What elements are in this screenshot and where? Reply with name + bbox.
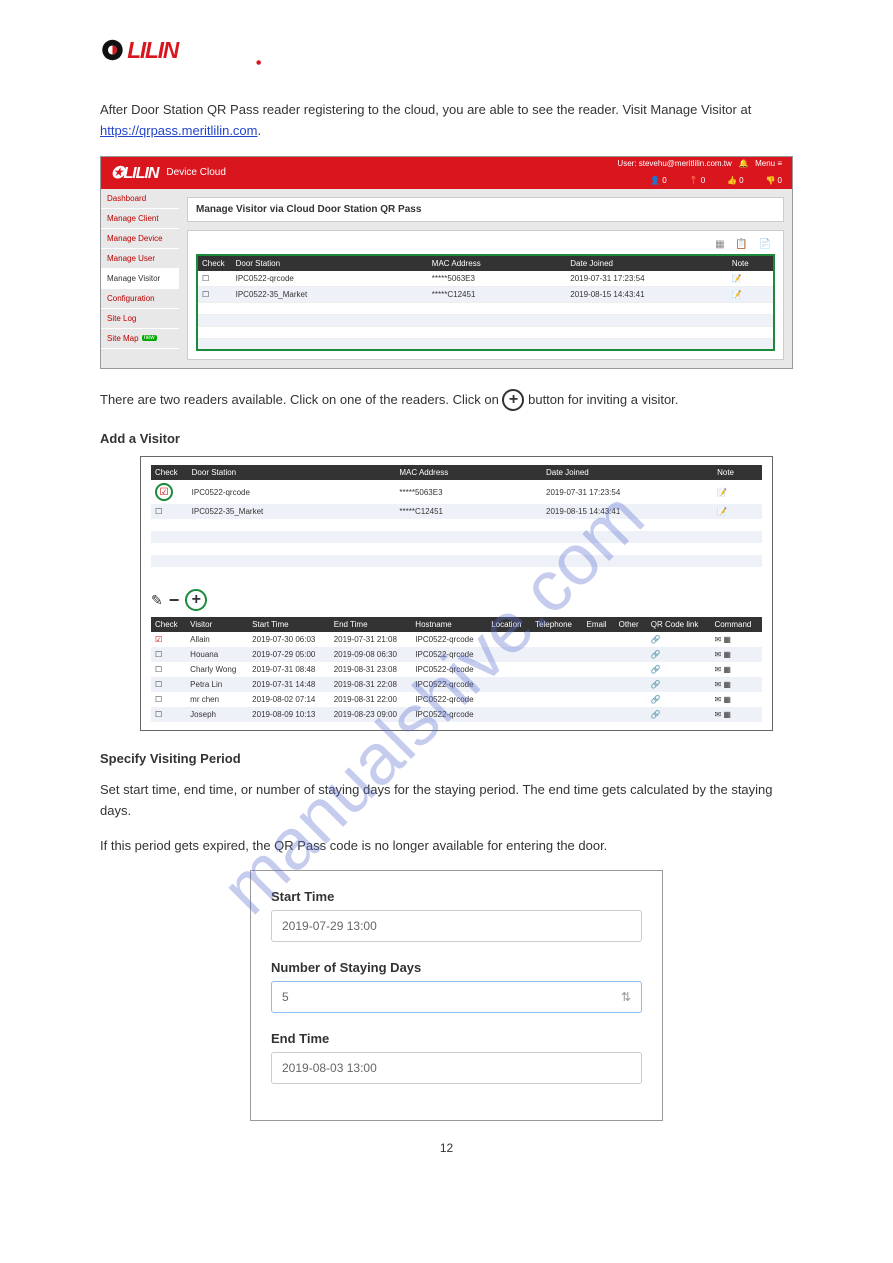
table-row[interactable]: ☐Charly Wong2019-07-31 08:482019-08-31 2… bbox=[151, 662, 762, 677]
table-row bbox=[151, 567, 762, 579]
plus-icon-circled[interactable]: + bbox=[185, 589, 207, 611]
plus-icon: + bbox=[502, 389, 524, 411]
heading-add-visitor: Add a Visitor bbox=[100, 431, 793, 446]
table-row bbox=[197, 302, 774, 314]
minus-icon[interactable]: − bbox=[169, 590, 180, 611]
stat-up-icon: 👍0 bbox=[727, 176, 743, 185]
table-row bbox=[197, 314, 774, 326]
stat-down-icon: 👎0 bbox=[766, 176, 782, 185]
sidebar-item-manage-visitor[interactable]: Manage Visitor bbox=[101, 269, 179, 289]
table-row[interactable]: ☐IPC0522-qrcode*****5063E32019-07-31 17:… bbox=[197, 271, 774, 287]
sidebar-item-manage-device[interactable]: Manage Device bbox=[101, 229, 179, 249]
th-check: Check bbox=[197, 255, 232, 271]
intro-paragraph-1: After Door Station QR Pass reader regist… bbox=[100, 100, 793, 142]
table-row[interactable]: ☑IPC0522-qrcode*****5063E32019-07-31 17:… bbox=[151, 480, 762, 504]
table-row[interactable]: ☐IPC0522-35_Market*****C124512019-08-15 … bbox=[197, 286, 774, 302]
sidebar-item-site-log[interactable]: Site Log bbox=[101, 309, 179, 329]
time-paragraph-2: If this period gets expired, the QR Pass… bbox=[100, 836, 793, 857]
table-row[interactable]: ☐mr chen2019-08-02 07:142019-08-31 22:00… bbox=[151, 692, 762, 707]
visitor-table: Check Visitor Start Time End Time Hostna… bbox=[151, 617, 762, 722]
th-date: Date Joined bbox=[566, 255, 728, 271]
table-row bbox=[197, 326, 774, 338]
label-staying-days: Number of Staying Days bbox=[271, 960, 642, 975]
header-user-info: User: stevehu@meritlilin.com.tw 🔔 Menu ≡ bbox=[617, 159, 782, 168]
edit-icon[interactable]: ✎ bbox=[151, 592, 163, 609]
stepper-icon[interactable]: ⇅ bbox=[621, 990, 631, 1004]
qrpass-link[interactable]: https://qrpass.meritlilin.com bbox=[100, 123, 258, 138]
sidebar-item-configuration[interactable]: Configuration bbox=[101, 289, 179, 309]
screenshot-visitor-list: Check Door Station MAC Address Date Join… bbox=[140, 456, 773, 731]
screenshot-manage-visitor: ✪LILIN Device Cloud User: stevehu@meritl… bbox=[100, 156, 793, 370]
start-time-field[interactable]: 2019-07-29 13:00 bbox=[271, 910, 642, 942]
table-row bbox=[151, 555, 762, 567]
staying-days-select[interactable]: 5⇅ bbox=[271, 981, 642, 1013]
table-row[interactable]: ☑Allain2019-07-30 06:032019-07-31 21:08I… bbox=[151, 632, 762, 647]
page-number: 12 bbox=[100, 1141, 793, 1155]
table-row bbox=[197, 338, 774, 350]
table-row[interactable]: ☐Petra Lin2019-07-31 14:482019-08-31 22:… bbox=[151, 677, 762, 692]
panel-action-icons[interactable]: ▦ 📋 📄 bbox=[196, 239, 775, 250]
visitor-action-row: ✎ − + bbox=[151, 589, 762, 611]
label-end-time: End Time bbox=[271, 1031, 642, 1046]
table-row[interactable]: ☐IPC0522-35_Market*****C124512019-08-15 … bbox=[151, 504, 762, 519]
header-logo: ✪LILIN bbox=[111, 163, 158, 183]
svg-text:LILIN: LILIN bbox=[127, 37, 180, 63]
stat-location-icon: 📍0 bbox=[689, 176, 705, 185]
table-row[interactable]: ☐Houana2019-07-29 05:002019-09-08 06:30I… bbox=[151, 647, 762, 662]
lilin-logo: LILIN bbox=[100, 30, 793, 70]
heading-specify-visiting-period: Specify Visiting Period bbox=[100, 751, 793, 766]
screenshot-time-form: Start Time 2019-07-29 13:00 Number of St… bbox=[250, 870, 663, 1121]
checked-circle-icon[interactable]: ☑ bbox=[155, 483, 173, 501]
label-start-time: Start Time bbox=[271, 889, 642, 904]
sidebar-item-site-map[interactable]: Site Mapnew bbox=[101, 329, 179, 349]
door-station-table: Check Door Station MAC Address Date Join… bbox=[196, 254, 775, 352]
sidebar-item-manage-user[interactable]: Manage User bbox=[101, 249, 179, 269]
device-cloud-header: ✪LILIN Device Cloud User: stevehu@meritl… bbox=[101, 157, 792, 189]
table-row[interactable]: ☐Joseph2019-08-09 10:132019-08-23 09:00I… bbox=[151, 707, 762, 722]
panel-title: Manage Visitor via Cloud Door Station QR… bbox=[187, 197, 784, 222]
end-time-field[interactable]: 2019-08-03 13:00 bbox=[271, 1052, 642, 1084]
stat-users-icon: 👤0 bbox=[650, 176, 666, 185]
table-row bbox=[151, 543, 762, 555]
sidebar-item-dashboard[interactable]: Dashboard bbox=[101, 189, 179, 209]
sidebar-item-manage-client[interactable]: Manage Client bbox=[101, 209, 179, 229]
time-paragraph-1: Set start time, end time, or number of s… bbox=[100, 780, 793, 822]
sidebar-nav: Dashboard Manage Client Manage Device Ma… bbox=[101, 189, 179, 369]
door-station-table-2: Check Door Station MAC Address Date Join… bbox=[151, 465, 762, 579]
intro-paragraph-2: There are two readers available. Click o… bbox=[100, 389, 793, 411]
table-row bbox=[151, 519, 762, 531]
th-mac: MAC Address bbox=[428, 255, 566, 271]
header-stat-icons: 👤0 📍0 👍0 👎0 bbox=[650, 176, 782, 185]
header-title: Device Cloud bbox=[166, 167, 225, 178]
th-door-station: Door Station bbox=[232, 255, 428, 271]
table-row bbox=[151, 531, 762, 543]
th-note: Note bbox=[728, 255, 774, 271]
